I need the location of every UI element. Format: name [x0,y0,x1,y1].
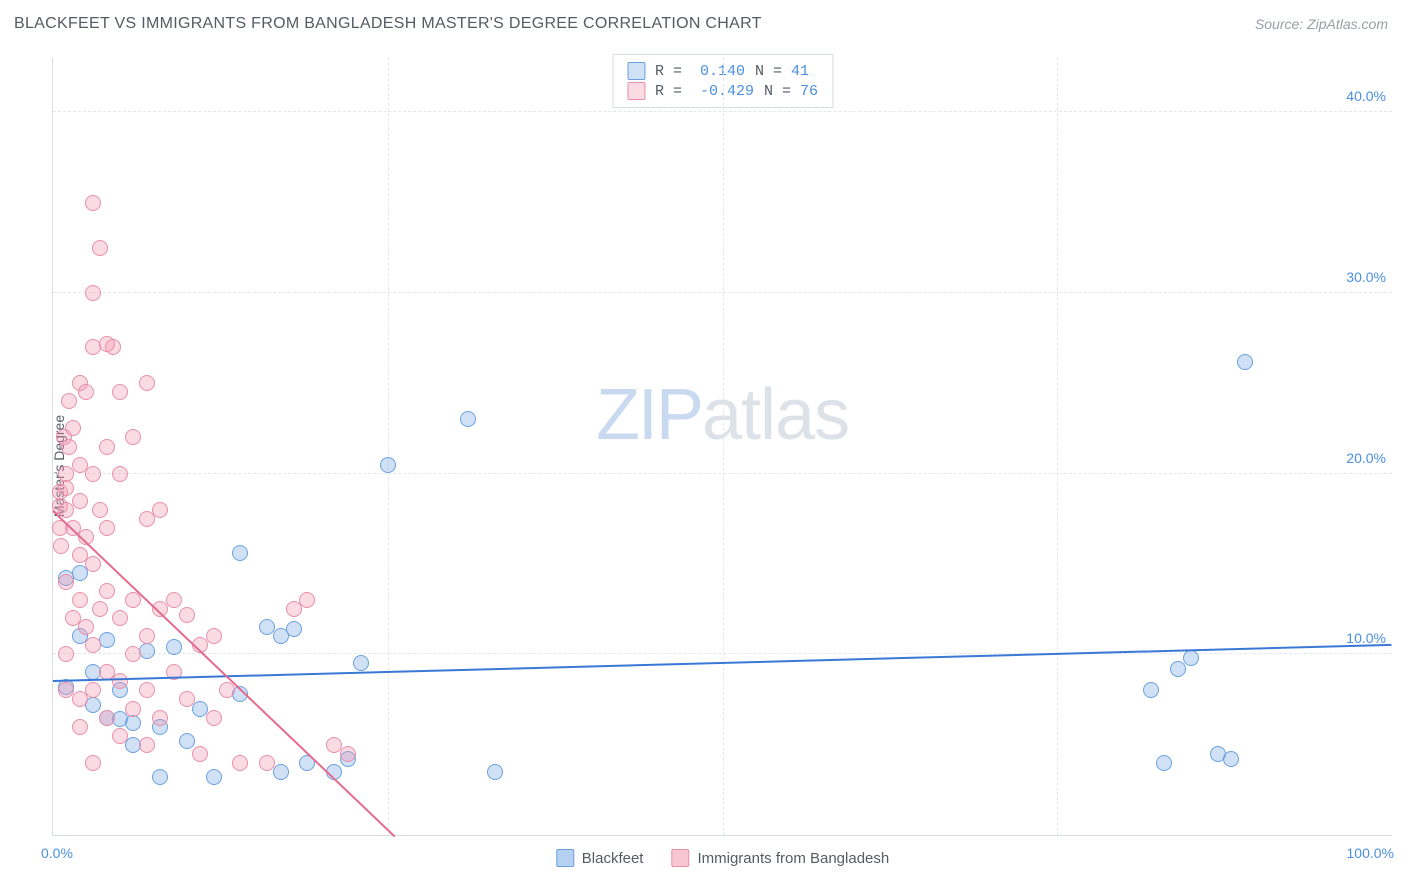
x-axis-max-label: 100.0% [1347,845,1394,861]
scatter-point [112,673,128,689]
scatter-point [85,682,101,698]
scatter-point [99,583,115,599]
scatter-point [99,439,115,455]
scatter-point [85,637,101,653]
scatter-point [286,621,302,637]
scatter-point [112,610,128,626]
scatter-point [92,240,108,256]
y-tick-label: 40.0% [1346,88,1386,104]
sample-size: N = 41 [755,63,809,80]
scatter-point [1223,751,1239,767]
scatter-point [85,466,101,482]
scatter-point [219,682,235,698]
scatter-point [179,607,195,623]
scatter-point [58,646,74,662]
watermark-zip: ZIP [596,375,702,455]
watermark-atlas: atlas [702,375,849,455]
scatter-point [179,733,195,749]
scatter-point [232,545,248,561]
correlation-value: R = -0.429 [655,83,754,100]
scatter-point [460,411,476,427]
legend-swatch [671,849,689,867]
scatter-point [78,384,94,400]
scatter-point [152,710,168,726]
scatter-point [78,619,94,635]
scatter-point [85,285,101,301]
scatter-point [139,628,155,644]
scatter-point [152,502,168,518]
scatter-point [166,592,182,608]
scatter-point [139,375,155,391]
scatter-point [166,639,182,655]
scatter-point [259,755,275,771]
correlation-value: R = 0.140 [655,63,745,80]
legend-item: Blackfeet [556,849,644,867]
gridline-v [388,58,389,835]
scatter-point [85,755,101,771]
legend: Blackfeet Immigrants from Bangladesh [556,849,889,867]
scatter-point [85,556,101,572]
scatter-point [206,710,222,726]
scatter-point [125,701,141,717]
y-tick-label: 20.0% [1346,450,1386,466]
legend-swatch [627,82,645,100]
scatter-point [65,420,81,436]
scatter-point [206,769,222,785]
scatter-point [72,719,88,735]
scatter-point [206,628,222,644]
scatter-point [112,466,128,482]
scatter-point [139,643,155,659]
header: BLACKFEET VS IMMIGRANTS FROM BANGLADESH … [0,0,1406,48]
scatter-point [112,728,128,744]
legend-item: Immigrants from Bangladesh [671,849,889,867]
source-attribution: Source: ZipAtlas.com [1255,16,1388,32]
scatter-point [1170,661,1186,677]
scatter-point [179,691,195,707]
scatter-point [125,646,141,662]
scatter-point [1143,682,1159,698]
scatter-point [112,384,128,400]
legend-swatch [627,62,645,80]
scatter-point [92,601,108,617]
scatter-point [125,429,141,445]
scatter-point [125,715,141,731]
scatter-point [72,493,88,509]
scatter-point [92,502,108,518]
scatter-point [61,393,77,409]
scatter-point [232,755,248,771]
scatter-point [152,769,168,785]
scatter-point [380,457,396,473]
chart-title: BLACKFEET VS IMMIGRANTS FROM BANGLADESH … [14,15,762,33]
scatter-point [58,574,74,590]
sample-size: N = 76 [764,83,818,100]
scatter-point [487,764,503,780]
scatter-point [99,520,115,536]
scatter-point [58,480,74,496]
scatter-point [1237,354,1253,370]
scatter-point [353,655,369,671]
gridline-v [723,58,724,835]
scatter-point [1156,755,1172,771]
scatter-point [53,538,69,554]
scatter-point [61,439,77,455]
x-axis-min-label: 0.0% [41,845,73,861]
legend-swatch [556,849,574,867]
scatter-point [105,339,121,355]
scatter-point [192,746,208,762]
legend-label: Blackfeet [582,850,644,867]
chart-container: Master's Degree ZIPatlas R = 0.140N = 41… [14,58,1392,874]
gridline-v [1057,58,1058,835]
scatter-point [340,746,356,762]
scatter-point [273,764,289,780]
scatter-point [299,592,315,608]
scatter-point [72,592,88,608]
legend-label: Immigrants from Bangladesh [697,850,889,867]
scatter-point [99,710,115,726]
plot-area: ZIPatlas R = 0.140 N = 41R = -0.429 N = 76… [52,58,1392,836]
scatter-point [139,737,155,753]
scatter-point [85,195,101,211]
scatter-point [139,682,155,698]
scatter-point [1183,650,1199,666]
y-tick-label: 30.0% [1346,269,1386,285]
